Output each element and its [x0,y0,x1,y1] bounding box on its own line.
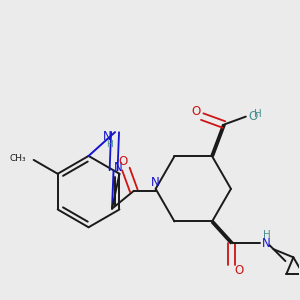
Text: N: N [114,161,123,174]
Text: O: O [118,154,128,168]
Text: CH₃: CH₃ [9,154,26,164]
Text: O: O [192,105,201,118]
Text: N: N [151,176,160,189]
Text: H: H [262,230,270,240]
Text: H: H [106,140,112,149]
Text: O: O [249,110,258,123]
Text: O: O [234,263,244,277]
Text: H: H [254,109,262,118]
Text: N: N [262,237,270,250]
Text: N: N [103,130,112,142]
